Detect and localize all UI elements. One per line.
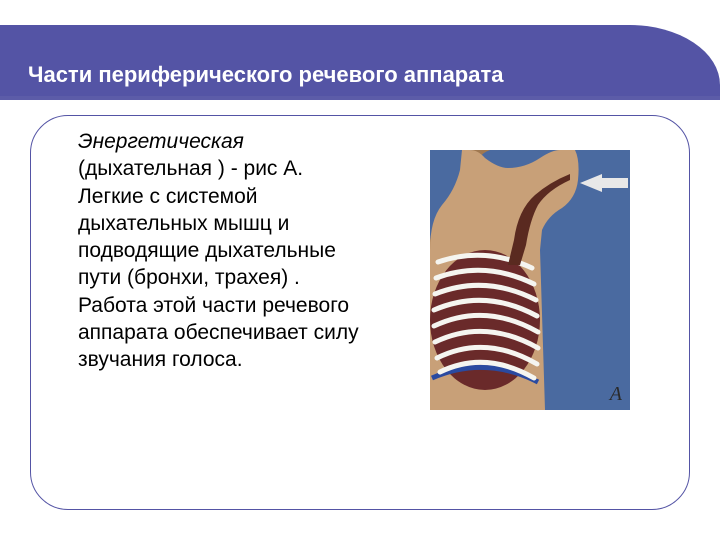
body-text: Энергетическая (дыхательная ) - рис А. Л… xyxy=(78,128,373,374)
body-span: (дыхательная ) - рис А. Легкие с системо… xyxy=(78,157,359,371)
figure-label: А xyxy=(610,383,622,406)
title-band: Части периферического речевого аппарата xyxy=(0,25,720,100)
anatomy-svg xyxy=(430,150,630,410)
slide-title: Части периферического речевого аппарата xyxy=(28,62,503,88)
anatomy-figure: А xyxy=(430,150,630,410)
lead-word: Энергетическая xyxy=(78,130,244,153)
